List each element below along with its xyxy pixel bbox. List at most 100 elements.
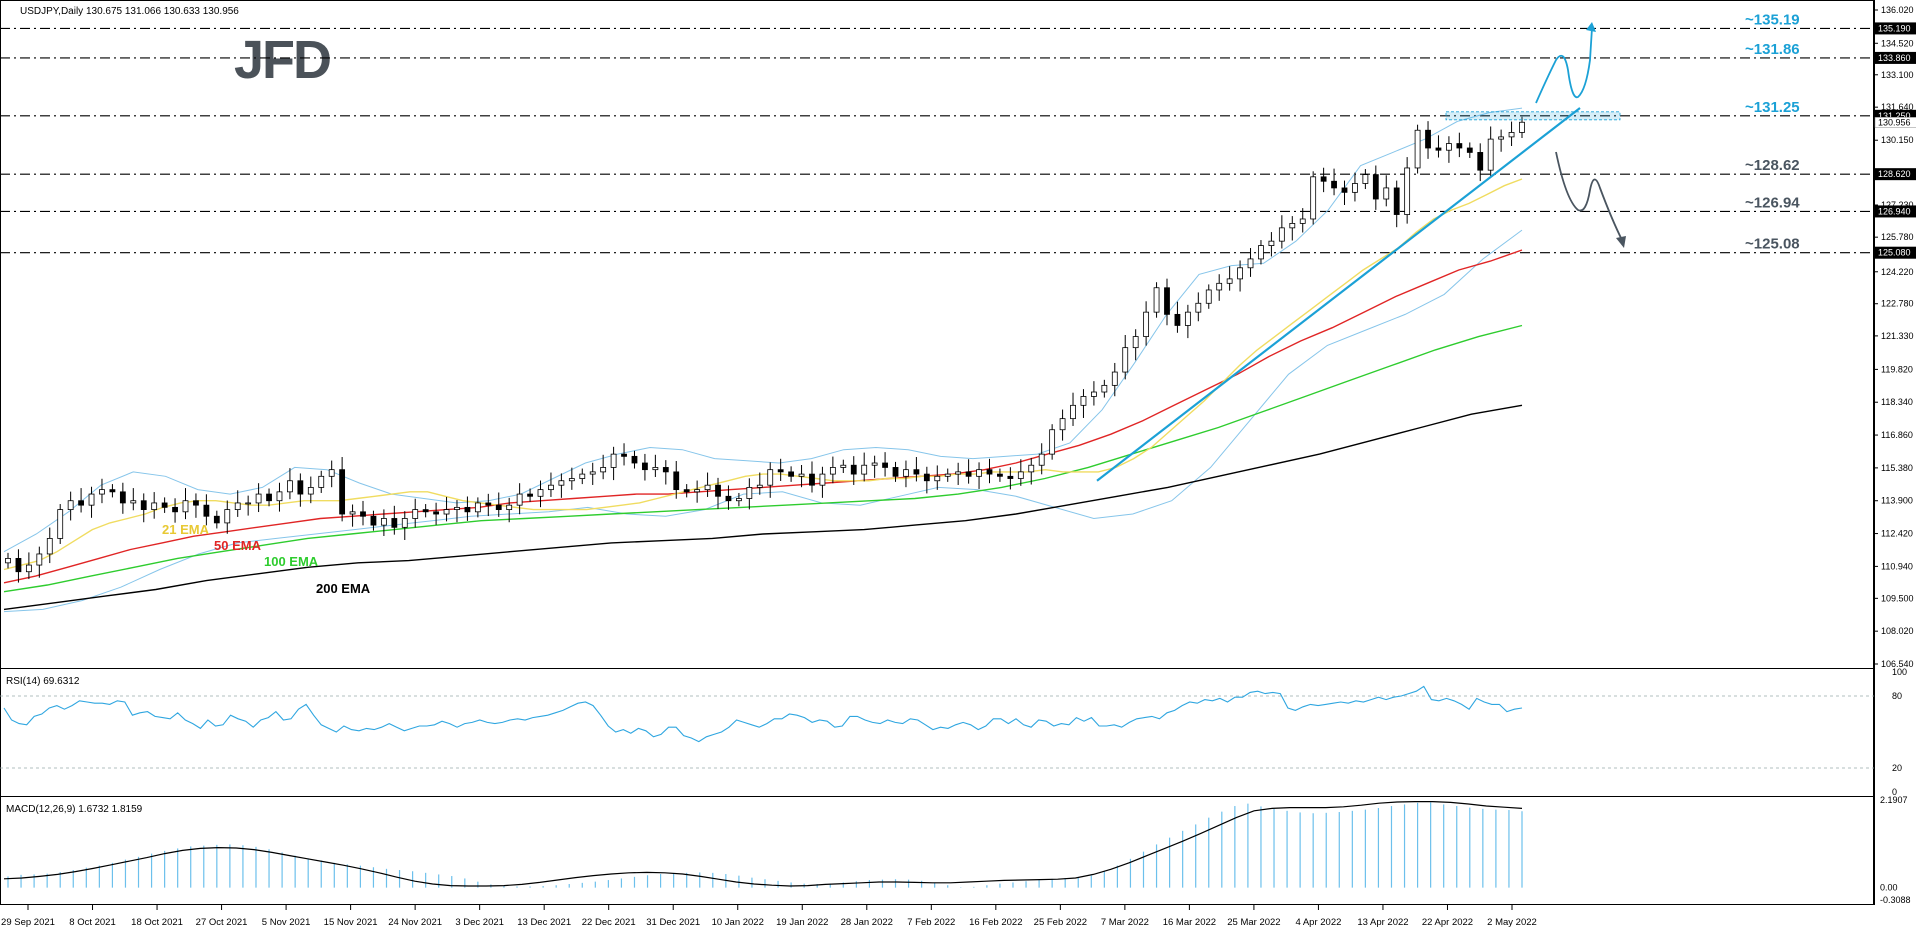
price-tick-label: 130.150 [1881, 135, 1914, 145]
candle-body [652, 467, 659, 471]
candle-body [391, 518, 398, 528]
candle-body [756, 484, 763, 488]
candle-body [78, 500, 84, 506]
candle-body [1226, 278, 1233, 284]
candle-body [1247, 258, 1254, 269]
rsi-pane-frame [0, 668, 1874, 797]
candle-body [850, 464, 857, 475]
candle-body [140, 500, 147, 510]
candle-body [1028, 464, 1035, 473]
candle-body [67, 500, 74, 510]
date-tick-label: 3 Dec 2021 [455, 917, 504, 928]
candle-body [537, 489, 544, 497]
date-tick-label: 25 Mar 2022 [1227, 917, 1280, 928]
date-tick-label: 16 Feb 2022 [969, 917, 1022, 928]
candle-body [172, 506, 178, 513]
candle-body [307, 487, 314, 495]
candle-body [1205, 289, 1212, 304]
candle-body [1080, 396, 1087, 406]
candle-body [1477, 152, 1484, 171]
candle-body [694, 489, 701, 493]
candle-body [1404, 167, 1411, 215]
level-axis-box [1875, 168, 1916, 181]
candle-body [1289, 223, 1296, 229]
candle-body [1508, 132, 1515, 138]
bollinger-lower [3, 229, 1523, 613]
date-tick-label: 8 Oct 2021 [69, 917, 115, 928]
resistance-zone [1445, 111, 1621, 121]
candle-body [997, 473, 1003, 477]
date-tick-label: 13 Dec 2021 [517, 917, 571, 928]
candle-body [735, 498, 742, 502]
symbol-header: USDJPY,Daily 130.675 131.066 130.633 130… [20, 6, 239, 17]
candle-body [1017, 471, 1024, 479]
candle-body [1320, 176, 1327, 182]
candle-body [746, 487, 753, 499]
rsi-tick-label: 80 [1892, 691, 1902, 701]
candle-body [318, 475, 325, 488]
candle-body [1362, 174, 1369, 184]
level-axis-label: 131.250 [1878, 111, 1911, 121]
candle-body [1414, 129, 1421, 169]
candle-body [433, 511, 439, 515]
candle-body [255, 493, 262, 504]
date-tick-label: 22 Dec 2021 [582, 917, 636, 928]
candle-body [673, 471, 680, 491]
uptrend-line [1096, 107, 1581, 482]
candle-body [923, 473, 930, 482]
candle-body [287, 480, 293, 493]
rsi-line [3, 685, 1523, 743]
level-axis-label: 126.940 [1878, 206, 1911, 216]
candle-body [829, 467, 836, 475]
candle-body [1111, 371, 1118, 386]
macd-tick-label: 2.1907 [1880, 795, 1908, 805]
price-tick-label: 109.500 [1881, 593, 1914, 603]
ema-50-line [3, 249, 1523, 584]
bearish-path-arrow [1555, 151, 1623, 241]
candle-body [213, 515, 220, 524]
price-tick-label: 119.820 [1881, 364, 1913, 374]
date-tick-label: 2 May 2022 [1487, 917, 1537, 928]
candle-body [182, 500, 189, 513]
candle-body [642, 462, 648, 471]
level-label: ~128.62 [1745, 157, 1800, 174]
candle-body [1425, 129, 1431, 149]
jfd-logo: JFD [234, 30, 330, 90]
level-label: ~131.25 [1745, 99, 1800, 116]
bollinger-upper [3, 107, 1523, 553]
candle-body [349, 511, 356, 515]
candle-body [704, 484, 711, 491]
candle-body [840, 464, 847, 468]
date-tick-label: 18 Oct 2021 [131, 917, 183, 928]
candle-body [944, 473, 951, 477]
date-tick-label: 4 Apr 2022 [1295, 917, 1341, 928]
candle-body [913, 469, 920, 475]
candle-body [965, 471, 972, 477]
candle-body [88, 493, 95, 506]
bullish-path-arrow [1535, 27, 1593, 104]
date-tick-label: 31 Dec 2021 [646, 917, 700, 928]
candle-body [422, 509, 429, 513]
candle-body [1049, 429, 1056, 455]
candle-body [1331, 180, 1337, 189]
candle-body [715, 484, 721, 497]
candle-body [767, 469, 774, 486]
candle-body [903, 469, 909, 477]
candle-body [57, 509, 64, 539]
date-tick-label: 28 Jan 2022 [841, 917, 893, 928]
level-label: ~126.94 [1745, 194, 1800, 211]
candle-body [683, 489, 690, 493]
price-tick-label: 121.330 [1881, 331, 1914, 341]
candle-body [25, 564, 32, 573]
candle-body [443, 509, 450, 515]
candle-body [245, 502, 252, 505]
candle-body [99, 489, 105, 495]
candle-body [1070, 404, 1076, 420]
bullish-arrowhead [1586, 22, 1596, 32]
date-tick-label: 13 Apr 2022 [1357, 917, 1408, 928]
candle-body [621, 453, 627, 457]
candle-body [1101, 384, 1108, 393]
macd-tick-label: -0.3088 [1880, 895, 1911, 905]
candle-body [1435, 147, 1442, 151]
rsi-tick-label: 0 [1892, 787, 1897, 797]
